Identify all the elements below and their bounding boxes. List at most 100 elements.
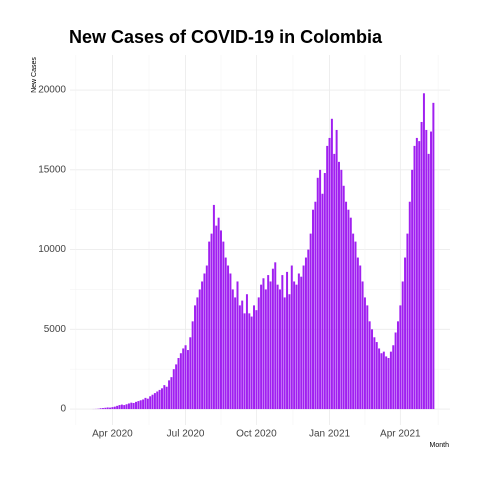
bar xyxy=(172,369,175,410)
bar xyxy=(234,297,237,410)
bar xyxy=(120,404,123,410)
bar xyxy=(422,93,425,410)
bar xyxy=(385,356,388,410)
bar xyxy=(340,169,343,410)
bar xyxy=(139,400,142,410)
bar xyxy=(144,397,147,410)
bar xyxy=(342,185,345,410)
bar xyxy=(210,233,213,410)
bar xyxy=(217,217,220,410)
bar xyxy=(373,337,376,410)
bar xyxy=(425,129,428,410)
bar xyxy=(158,389,161,410)
bar xyxy=(415,137,418,410)
y-axis-title: New Cases xyxy=(31,57,38,93)
bar xyxy=(123,405,126,410)
bar xyxy=(356,257,359,410)
bar xyxy=(153,393,156,410)
bar xyxy=(387,358,390,410)
bar xyxy=(345,201,348,410)
bar xyxy=(111,407,114,410)
bar xyxy=(168,380,171,410)
bar xyxy=(330,118,333,410)
bar xyxy=(302,265,305,410)
bar xyxy=(361,281,364,410)
bar xyxy=(366,305,369,410)
bar xyxy=(378,348,381,410)
bar xyxy=(212,204,215,410)
bar xyxy=(137,401,140,410)
bar xyxy=(182,348,185,410)
bar xyxy=(349,217,352,410)
bars xyxy=(92,93,435,410)
bar xyxy=(363,297,366,410)
bar xyxy=(404,257,407,410)
bar xyxy=(106,407,109,410)
bar xyxy=(418,141,421,410)
bar xyxy=(300,276,303,410)
bar xyxy=(267,275,270,410)
bar xyxy=(335,129,338,410)
y-tick-label: 0 xyxy=(60,404,66,415)
bar xyxy=(382,351,385,410)
x-axis-title: Month xyxy=(430,442,450,449)
bar xyxy=(149,396,152,410)
bar xyxy=(151,394,154,410)
bar xyxy=(243,313,246,410)
bar xyxy=(130,402,133,410)
bar xyxy=(203,273,206,410)
bar xyxy=(276,284,279,410)
bar xyxy=(430,131,433,410)
bar xyxy=(163,385,166,410)
bar xyxy=(323,173,326,410)
bar xyxy=(248,313,251,410)
bar xyxy=(215,225,218,410)
bar xyxy=(189,337,192,410)
bar xyxy=(135,401,138,410)
bar xyxy=(347,209,350,410)
bar xyxy=(260,284,263,410)
bar xyxy=(222,241,225,410)
bar xyxy=(399,305,402,410)
bar xyxy=(354,241,357,410)
bar xyxy=(274,262,277,410)
bar xyxy=(194,305,197,410)
bar xyxy=(411,169,414,410)
bar xyxy=(269,281,272,410)
bar xyxy=(238,305,241,410)
bar xyxy=(432,102,435,410)
bar xyxy=(101,408,104,410)
bar xyxy=(132,402,135,410)
bar xyxy=(337,161,340,410)
x-tick-label: Apr 2020 xyxy=(92,429,133,440)
bar xyxy=(165,386,168,410)
bar xyxy=(271,268,274,410)
bar xyxy=(253,305,256,410)
bar xyxy=(420,121,423,410)
bar xyxy=(191,321,194,410)
bar xyxy=(241,300,244,410)
y-tick-label: 15000 xyxy=(38,164,66,175)
y-tick-label: 5000 xyxy=(44,324,67,335)
bar xyxy=(146,398,149,410)
x-tick-label: Oct 2020 xyxy=(236,429,277,440)
bar xyxy=(359,265,362,410)
bar xyxy=(392,345,395,410)
y-tick-label: 20000 xyxy=(38,85,66,96)
bar xyxy=(408,201,411,410)
bar xyxy=(125,404,128,410)
bar xyxy=(264,289,267,410)
bar xyxy=(293,281,296,410)
bar xyxy=(104,407,107,410)
bar xyxy=(142,399,145,410)
bar xyxy=(196,297,199,410)
bar xyxy=(179,353,182,410)
bar xyxy=(116,405,119,410)
x-tick-label: Jul 2020 xyxy=(167,429,205,440)
bar xyxy=(184,345,187,410)
bar xyxy=(219,230,222,410)
bar xyxy=(224,257,227,410)
bar xyxy=(229,273,232,410)
